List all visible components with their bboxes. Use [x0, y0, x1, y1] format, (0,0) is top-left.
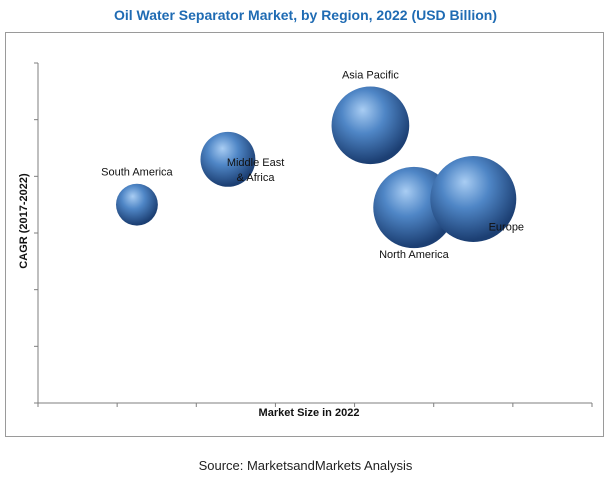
- bubble-labels: South America Middle East & Africa Asia Pac…: [101, 69, 524, 261]
- bubble-south-america: [116, 183, 158, 226]
- bubble-middle-east-africa: [200, 131, 256, 187]
- source-note: Source: MarketsandMarkets Analysis: [198, 458, 413, 473]
- bubble-label-europe: Europe: [489, 222, 524, 234]
- bubble-label-asia-pacific: Asia Pacific: [342, 69, 399, 81]
- chart-title: Oil Water Separator Market, by Region, 2…: [113, 7, 497, 23]
- bubble-label-north-america: North America: [379, 249, 450, 261]
- axes: [34, 62, 593, 407]
- x-axis-label: Market Size in 2022: [259, 407, 360, 419]
- bubble-label-middle-east-africa: Middle East & Africa: [227, 157, 284, 184]
- bubble-label-south-america: South America: [101, 167, 173, 179]
- chart-frame: [5, 32, 604, 437]
- bubble-asia-pacific: [331, 86, 410, 165]
- bubbles: [116, 86, 517, 249]
- y-axis-label: CAGR (2017-2022): [18, 173, 30, 269]
- bubble-europe: [430, 156, 517, 242]
